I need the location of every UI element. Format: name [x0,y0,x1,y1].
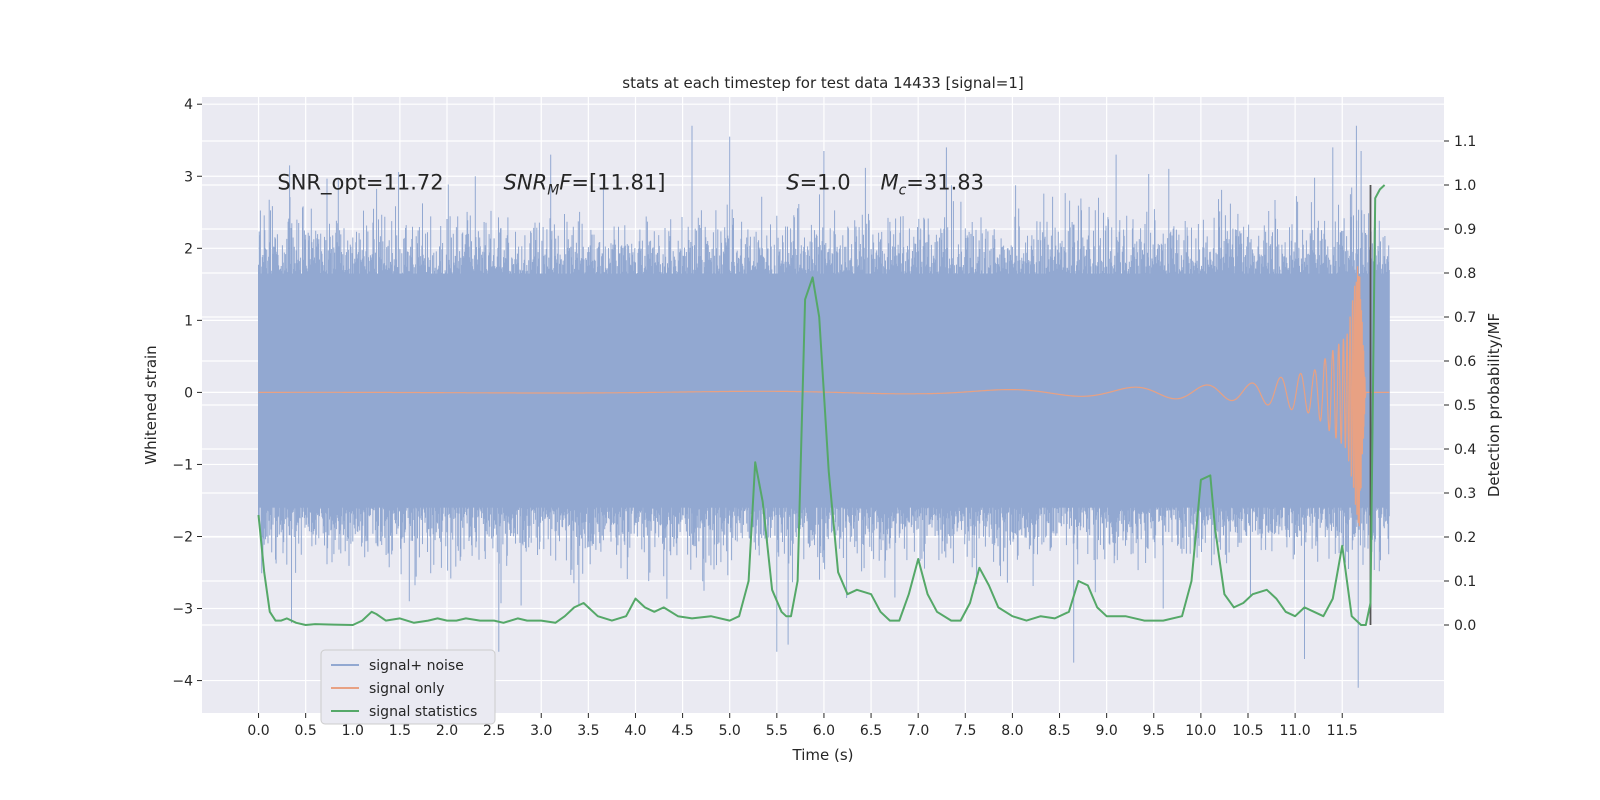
y-tick-label: 3 [184,169,193,185]
legend-box [320,649,496,725]
x-tick-label: 8.0 [1001,723,1023,739]
y-right-tick-label: 0.2 [1454,530,1476,546]
y-tick-label: −2 [172,529,193,545]
x-tick-label: 2.5 [483,723,505,739]
y-axis-label: Whitened strain [142,345,160,464]
snr-opt-annotation: SNR_opt=11.72 [277,170,443,195]
y-right-tick-label: 0.8 [1454,266,1476,282]
y-tick-label: 0 [184,385,193,401]
y-right-tick-label: 1.0 [1454,178,1476,194]
y-right-axis-ticks: 0.0 0.1 0.2 0.3 0.4 0.5 0.6 0.7 0.8 0.9 1.0 1.1 [1444,134,1476,634]
x-axis-ticks: 0.0 0.5 1.0 1.5 2.0 2.5 3.0 3.5 4.0 4.5 5.0 5.5 6.0 6… [247,713,1358,739]
y-right-tick-label: 0.4 [1454,442,1476,458]
x-tick-label: 9.5 [1143,723,1165,739]
chart-title: stats at each timestep for test data 144… [622,74,1023,92]
y-right-tick-label: 0.3 [1454,486,1476,502]
signal-statistics-series [257,184,1386,626]
x-tick-label: 8.5 [1048,723,1070,739]
legend-label: signal statistics [369,704,477,720]
x-tick-label: 5.5 [766,723,788,739]
y-right-tick-label: 1.1 [1454,134,1476,150]
y-tick-label: −4 [172,674,193,690]
x-tick-label: 3.0 [530,723,552,739]
x-tick-label: 1.0 [342,723,364,739]
legend-label: signal only [369,681,444,697]
x-tick-label: 5.0 [719,723,741,739]
x-tick-label: 4.0 [624,723,646,739]
signal-statistics-line [257,184,1386,626]
x-tick-label: 0.5 [295,723,317,739]
legend: signal+ noise signal only signal statistic… [320,649,496,725]
y-right-tick-label: 0.0 [1454,618,1476,634]
legend-label: signal+ noise [369,658,464,674]
x-axis-label: Time (s) [792,746,854,764]
x-tick-label: 2.0 [436,723,458,739]
y-tick-label: −1 [172,457,193,473]
x-tick-label: 9.0 [1096,723,1118,739]
x-tick-label: 0.0 [247,723,269,739]
snr-mf-annotation: SNRMF=[11.81] [504,170,666,198]
x-tick-label: 7.5 [954,723,976,739]
s-annotation: S=1.0 [786,170,850,194]
x-tick-label: 11.5 [1327,723,1358,739]
y-right-tick-label: 0.6 [1454,354,1476,370]
y-tick-label: 1 [184,313,193,329]
y-right-tick-label: 0.1 [1454,574,1476,590]
annotations: SNR_opt=11.72 SNRMF=[11.81] S=1.0 Mc=31.83 [277,170,984,198]
x-tick-label: 3.5 [577,723,599,739]
y-right-tick-label: 0.5 [1454,398,1476,414]
x-tick-label: 6.0 [813,723,835,739]
y-tick-label: −3 [172,602,193,618]
x-tick-label: 7.0 [907,723,929,739]
y-tick-label: 4 [184,97,193,113]
y-right-tick-label: 0.7 [1454,310,1476,326]
x-tick-label: 4.5 [671,723,693,739]
y-right-axis-label: Detection probability/MF [1485,313,1503,497]
x-tick-label: 10.0 [1185,723,1216,739]
y-right-tick-label: 0.9 [1454,222,1476,238]
x-tick-label: 10.5 [1232,723,1263,739]
x-tick-label: 11.0 [1280,723,1311,739]
chirp-mass-annotation: Mc=31.83 [880,170,984,198]
y-tick-label: 2 [184,241,193,257]
x-tick-label: 6.5 [860,723,882,739]
x-tick-label: 1.5 [389,723,411,739]
y-axis-ticks: −4 −3 −2 −1 0 1 2 3 4 [172,97,202,690]
